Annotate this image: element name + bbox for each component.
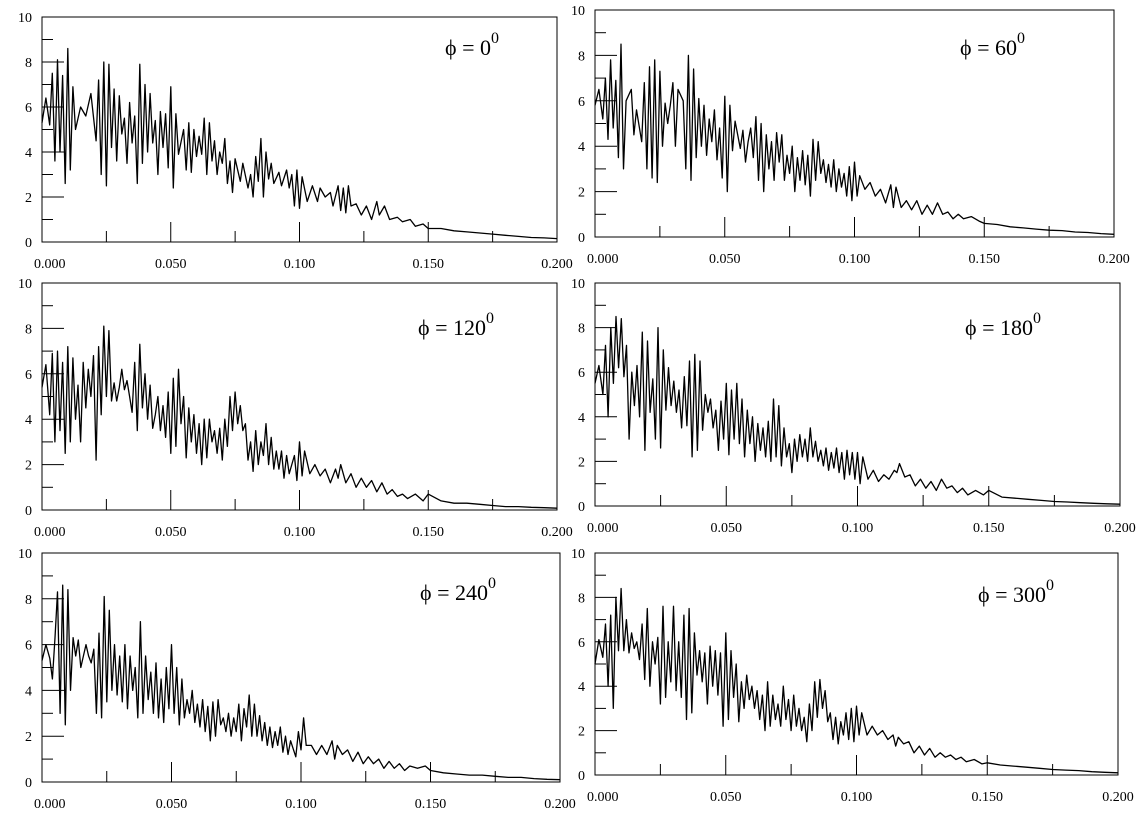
chart-panel-4: 0 2 4 6 8 10 0.000 0.050 0.100 0.150 0.200 ϕ = 2400 (18, 547, 576, 812)
x-tick-label: 0.150 (413, 257, 445, 272)
x-tick-label: 0.100 (842, 521, 874, 536)
phi-annotation: ϕ = 1200 (418, 310, 494, 340)
chart-panel-2: 0 2 4 6 8 10 0.000 0.050 0.100 0.150 0.200 ϕ = 1200 (18, 277, 573, 540)
x-tick-label: 0.050 (711, 521, 743, 536)
y-tick-label: 2 (25, 191, 32, 206)
chart-panel-5: 0 2 4 6 8 10 0.000 0.050 0.100 0.150 0.200 ϕ = 3000 (571, 547, 1134, 805)
y-tick-label: 6 (578, 636, 585, 651)
series-line (41, 47, 558, 240)
x-tick-label: 0.050 (155, 525, 187, 540)
y-tick-label: 8 (578, 322, 585, 337)
x-tick-label: 0.100 (284, 525, 316, 540)
y-tick-label: 10 (571, 547, 585, 562)
y-tick-label: 8 (25, 593, 32, 608)
x-tick-label: 0.200 (1104, 521, 1136, 536)
phi-annotation: ϕ = 2400 (420, 575, 496, 605)
y-tick-label: 0 (578, 769, 585, 784)
y-tick-label: 10 (571, 277, 585, 292)
phi-annotation: ϕ = 3000 (978, 577, 1054, 607)
y-tick-label: 0 (578, 231, 585, 246)
y-tick-label: 6 (578, 366, 585, 381)
y-tick-label: 0 (25, 236, 32, 251)
series-line (594, 315, 1121, 505)
x-tick-label: 0.100 (841, 790, 873, 805)
x-tick-label: 0.200 (541, 525, 573, 540)
phi-annotation: ϕ = 1800 (965, 310, 1041, 340)
series-line (41, 584, 561, 781)
y-tick-label: 6 (25, 368, 32, 383)
x-tick-label: 0.150 (969, 252, 1001, 267)
y-tick-label: 2 (25, 730, 32, 745)
y-tick-label: 8 (578, 49, 585, 64)
x-tick-label: 0.100 (284, 257, 316, 272)
x-tick-label: 0.100 (839, 252, 871, 267)
phi-annotation: ϕ = 00 (445, 30, 499, 60)
x-tick-label: 0.200 (541, 257, 573, 272)
x-tick-label: 0.150 (973, 521, 1005, 536)
x-tick-label: 0.000 (587, 252, 619, 267)
x-tick-label: 0.150 (413, 525, 445, 540)
y-tick-label: 6 (578, 95, 585, 110)
series-line (594, 43, 1115, 235)
x-tick-label: 0.150 (415, 797, 447, 812)
phi-annotation: ϕ = 600 (960, 30, 1025, 60)
y-tick-label: 8 (25, 322, 32, 337)
series-line (41, 325, 558, 509)
y-tick-label: 8 (578, 591, 585, 606)
y-tick-label: 10 (571, 4, 585, 19)
y-tick-label: 2 (25, 459, 32, 474)
x-tick-label: 0.000 (587, 521, 619, 536)
x-tick-label: 0.200 (1098, 252, 1130, 267)
chart-panel-0: 0 2 4 6 8 10 0.000 0.050 0.100 0.150 0.200 ϕ = 00 (18, 11, 573, 272)
y-tick-label: 4 (25, 146, 32, 161)
plot-frame (594, 282, 1121, 507)
x-tick-label: 0.050 (709, 252, 741, 267)
y-tick-label: 0 (578, 500, 585, 515)
x-tick-label: 0.050 (710, 790, 742, 805)
x-tick-label: 0.000 (34, 525, 66, 540)
y-tick-label: 4 (25, 684, 32, 699)
y-tick-label: 2 (578, 455, 585, 470)
y-tick-label: 0 (25, 776, 32, 791)
y-tick-label: 6 (25, 101, 32, 116)
x-tick-label: 0.050 (155, 257, 187, 272)
y-tick-label: 0 (25, 504, 32, 519)
y-tick-label: 4 (578, 680, 585, 695)
y-tick-label: 2 (578, 186, 585, 201)
x-tick-label: 0.050 (156, 797, 188, 812)
y-tick-label: 6 (25, 639, 32, 654)
chart-panel-3: 0 2 4 6 8 10 0.000 0.050 0.100 0.150 0.200 ϕ = 1800 (571, 277, 1136, 536)
y-tick-label: 10 (18, 11, 32, 26)
y-tick-label: 8 (25, 56, 32, 71)
x-tick-label: 0.200 (1102, 790, 1134, 805)
x-tick-label: 0.000 (587, 790, 619, 805)
plot-frame (594, 9, 1115, 238)
y-tick-label: 4 (25, 413, 32, 428)
x-tick-label: 0.200 (544, 797, 576, 812)
y-tick-label: 4 (578, 140, 585, 155)
x-tick-label: 0.100 (285, 797, 317, 812)
series-line (594, 587, 1119, 774)
x-tick-label: 0.150 (972, 790, 1004, 805)
x-tick-label: 0.000 (34, 257, 66, 272)
x-tick-label: 0.000 (34, 797, 66, 812)
y-tick-label: 10 (18, 277, 32, 292)
y-tick-label: 4 (578, 411, 585, 426)
y-tick-label: 2 (578, 725, 585, 740)
chart-panel-1: 0 2 4 6 8 10 0.000 0.050 0.100 0.150 0.200 ϕ = 600 (571, 4, 1130, 267)
y-tick-label: 10 (18, 547, 32, 562)
